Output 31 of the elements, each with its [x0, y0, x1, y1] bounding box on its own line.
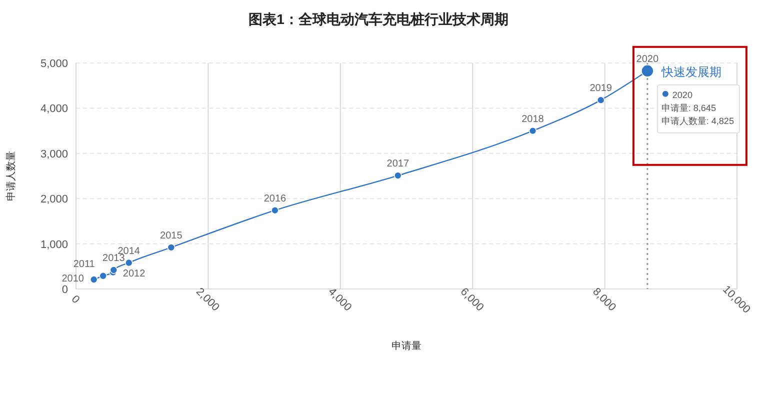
chart-title: 图表1：全球电动汽车充电桩行业技术周期 [248, 11, 508, 27]
annotation: 快速发展期 [660, 64, 722, 79]
annotation: 2020 [672, 90, 692, 100]
point [110, 266, 118, 274]
y-tick-label: 3,000 [40, 148, 68, 160]
annotation: 2011 [73, 258, 96, 270]
point [167, 244, 176, 252]
point [528, 126, 537, 135]
point [394, 172, 402, 180]
annotation: 2019 [590, 83, 612, 94]
annotation: 申请人数量: 4,825 [661, 116, 734, 126]
annotation: 2010 [62, 274, 84, 285]
annotation: 2018 [522, 114, 544, 125]
y-tick-label: 5,000 [40, 58, 68, 70]
annotation: 2017 [386, 158, 410, 170]
point [596, 96, 605, 104]
annotation: 2012 [122, 268, 146, 280]
annotation: 2015 [160, 230, 183, 242]
y-tick-label: 4,000 [40, 103, 68, 116]
y-axis-title: 申请人数量 [5, 151, 17, 201]
y-tick-label: 1,000 [40, 238, 68, 251]
point [90, 276, 98, 284]
annotation: 2016 [264, 193, 287, 204]
point [124, 258, 133, 267]
annotation: 申请量: 8,645 [661, 102, 716, 113]
point [271, 206, 279, 214]
x-axis-title: 申请量 [392, 340, 422, 352]
x-tick-label: 0 [68, 293, 82, 306]
annotation: 2020 [636, 54, 659, 65]
y-tick-label: 2,000 [40, 194, 68, 206]
point [99, 272, 107, 280]
